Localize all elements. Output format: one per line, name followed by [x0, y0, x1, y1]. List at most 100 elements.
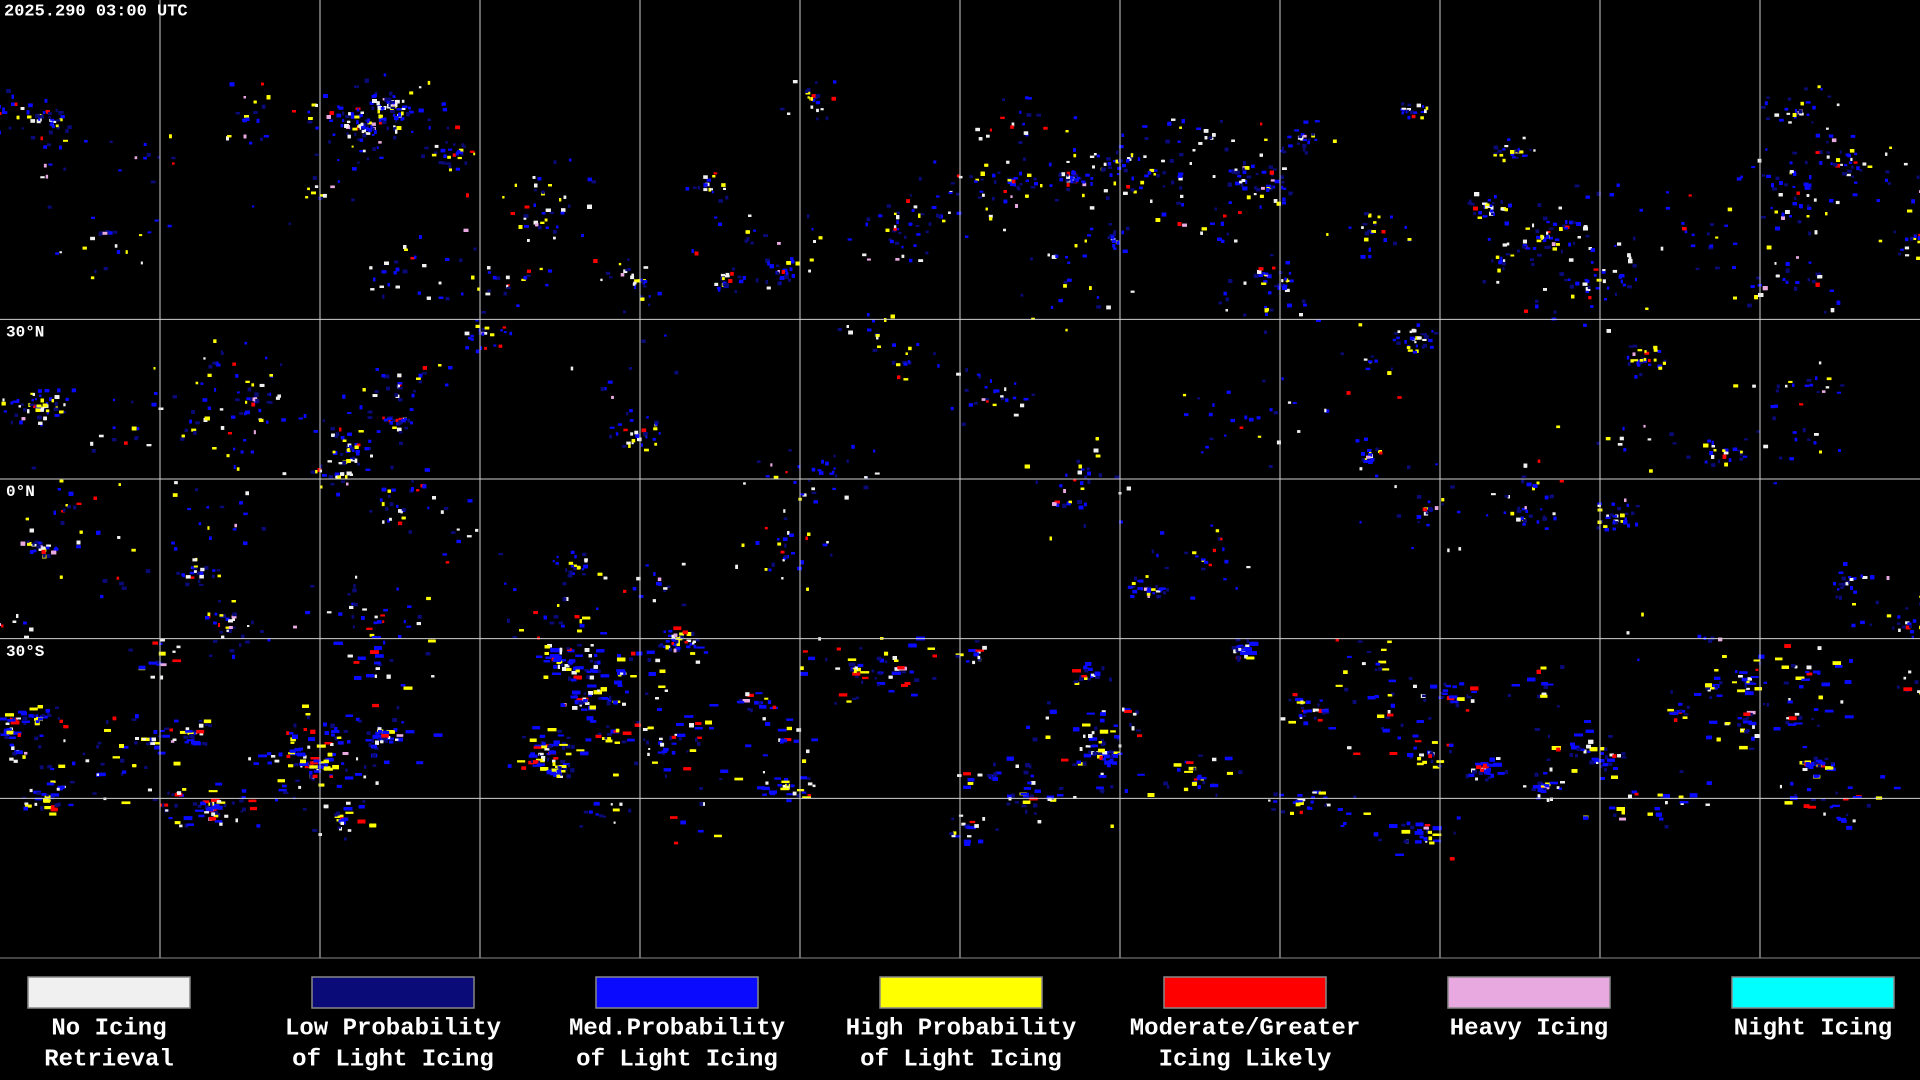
icing-pixel	[808, 656, 815, 661]
icing-pixel	[1223, 578, 1227, 581]
icing-pixel	[1805, 160, 1808, 165]
icing-pixel	[1401, 111, 1405, 115]
icing-pixel	[1493, 154, 1497, 157]
icing-pixel	[1738, 675, 1743, 678]
icing-pixel	[1361, 662, 1366, 666]
icing-pixel	[1551, 242, 1556, 246]
icing-pixel	[975, 127, 980, 132]
icing-pixel	[991, 196, 995, 201]
icing-pixel	[762, 793, 767, 796]
icing-pixel	[925, 230, 929, 234]
icing-pixel	[1815, 376, 1818, 381]
icing-pixel	[409, 91, 414, 95]
icing-pixel	[40, 136, 43, 141]
icing-pixel	[1423, 344, 1428, 348]
icing-pixel	[792, 791, 797, 796]
icing-pixel	[1378, 660, 1387, 664]
icing-pixel	[1792, 185, 1796, 188]
icing-pixel	[1540, 234, 1544, 239]
icing-pixel	[1323, 796, 1328, 799]
icing-pixel	[853, 669, 857, 673]
icing-pixel	[1541, 238, 1544, 241]
icing-pixel	[1905, 625, 1911, 630]
icing-pixel	[1065, 328, 1068, 332]
icing-pixel	[903, 378, 909, 381]
icing-pixel	[82, 752, 86, 756]
icing-pixel	[645, 436, 648, 439]
icing-pixel	[128, 648, 133, 652]
icing-pixel	[1297, 430, 1301, 433]
icing-pixel	[1788, 121, 1792, 124]
icing-pixel	[176, 645, 181, 649]
icing-pixel	[356, 120, 359, 125]
icing-pixel	[699, 787, 703, 790]
icing-pixel	[769, 792, 776, 796]
icing-pixel	[1903, 162, 1908, 166]
icing-pixel	[1146, 586, 1152, 589]
icing-pixel	[182, 788, 187, 791]
icing-pixel	[977, 196, 983, 199]
icing-pixel	[211, 812, 216, 816]
icing-pixel	[1746, 710, 1756, 715]
icing-pixel	[155, 660, 160, 664]
icing-pixel	[119, 581, 124, 586]
icing-pixel	[243, 512, 248, 516]
icing-pixel	[1198, 754, 1203, 757]
icing-pixel	[1788, 380, 1793, 383]
icing-pixel	[1707, 232, 1710, 236]
icing-pixel	[1303, 134, 1307, 138]
icing-pixel	[604, 387, 607, 391]
icing-pixel	[1614, 292, 1617, 297]
icing-pixel	[1010, 195, 1013, 198]
icing-pixel	[1000, 116, 1005, 119]
icing-pixel	[1546, 220, 1550, 224]
icing-pixel	[1626, 355, 1630, 360]
icing-pixel	[1788, 716, 1797, 721]
icing-pixel	[9, 757, 14, 761]
icing-pixel	[1630, 359, 1634, 363]
icing-pixel	[50, 118, 55, 121]
icing-pixel	[1836, 816, 1841, 820]
icing-pixel	[1487, 237, 1491, 241]
icing-pixel	[815, 100, 821, 105]
icing-pixel	[1744, 682, 1751, 685]
icing-pixel	[1065, 178, 1070, 182]
icing-pixel	[14, 750, 23, 755]
icing-pixel	[977, 651, 981, 654]
icing-pixel	[642, 280, 648, 284]
icing-pixel	[442, 107, 448, 112]
icing-pixel	[785, 471, 788, 474]
icing-pixel	[47, 764, 52, 769]
icing-pixel	[905, 352, 908, 355]
icing-pixel	[1434, 332, 1439, 335]
icing-pixel	[63, 739, 66, 743]
icing-pixel	[782, 784, 786, 788]
icing-pixel	[1405, 110, 1408, 114]
icing-pixel	[1081, 180, 1086, 183]
icing-pixel	[203, 719, 212, 724]
icing-pixel	[1522, 136, 1526, 140]
icing-pixel	[1401, 829, 1411, 834]
icing-pixel	[167, 224, 172, 228]
icing-pixel	[1529, 148, 1532, 151]
icing-pixel	[1794, 109, 1798, 113]
icing-pixel	[755, 692, 763, 695]
icing-pixel	[416, 622, 421, 626]
icing-pixel	[1553, 516, 1557, 521]
icing-pixel	[1561, 249, 1563, 254]
icing-pixel	[992, 403, 997, 407]
icing-pixel	[1762, 174, 1766, 177]
icing-pixel	[720, 273, 725, 277]
icing-pixel	[1335, 638, 1339, 642]
icing-pixel	[1792, 113, 1797, 117]
icing-pixel	[643, 432, 648, 436]
icing-pixel	[206, 506, 210, 509]
icing-pixel	[473, 152, 476, 156]
icing-pixel	[218, 363, 221, 367]
icing-pixel	[1497, 268, 1501, 273]
icing-pixel	[1617, 443, 1623, 446]
icing-pixel	[762, 771, 765, 774]
icing-pixel	[50, 795, 55, 800]
icing-pixel	[975, 178, 979, 181]
icing-pixel	[557, 729, 562, 733]
